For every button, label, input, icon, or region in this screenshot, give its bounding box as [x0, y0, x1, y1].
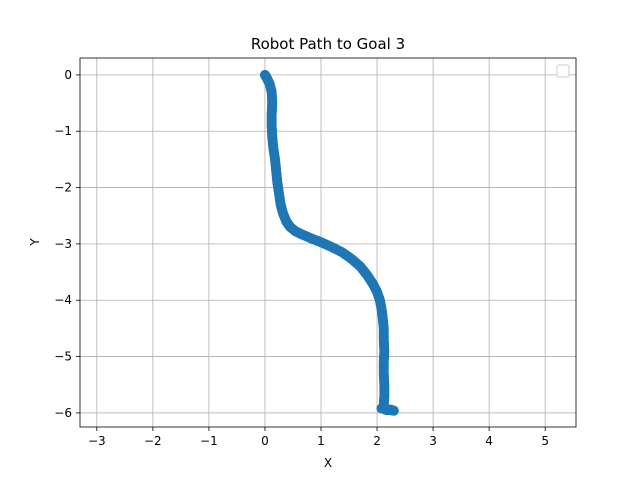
y-tick-label: −5 [54, 350, 72, 364]
data-series [259, 69, 399, 416]
x-tick-label: 5 [541, 434, 549, 448]
tick-labels: −3 −2 −1 0 1 2 3 4 5 0 −1 −2 −3 −4 −5 −6 [54, 68, 549, 448]
x-tick-label: −3 [88, 434, 106, 448]
y-axis-label: Y [28, 238, 42, 247]
plot-frame [79, 57, 577, 428]
x-tick-label: 0 [261, 434, 269, 448]
x-tick-label: 3 [429, 434, 437, 448]
x-tick-label: 2 [373, 434, 381, 448]
x-tick-label: −1 [200, 434, 218, 448]
x-tick-label: −2 [144, 434, 162, 448]
y-tick-label: −6 [54, 406, 72, 420]
x-tick-label: 1 [317, 434, 325, 448]
y-tick-label: −4 [54, 293, 72, 307]
chart-title: Robot Path to Goal 3 [251, 35, 405, 53]
x-tick-label: 4 [485, 434, 493, 448]
y-tick-label: −1 [54, 124, 72, 138]
x-axis-label: X [324, 456, 332, 470]
tick-marks [76, 74, 546, 431]
y-tick-label: −2 [54, 181, 72, 195]
y-tick-label: −3 [54, 237, 72, 251]
y-tick-label: 0 [64, 68, 72, 82]
path-point [376, 403, 387, 414]
legend-box [556, 64, 570, 78]
